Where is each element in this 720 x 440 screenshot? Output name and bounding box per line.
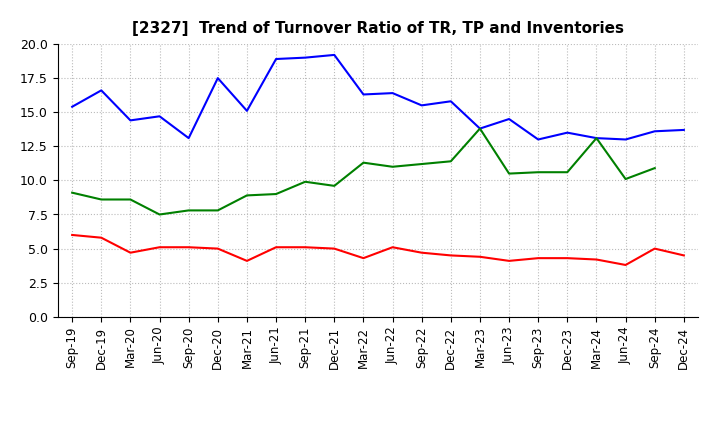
- Inventories: [505, 171, 513, 176]
- Trade Receivables: [301, 245, 310, 250]
- Trade Receivables: [534, 256, 543, 261]
- Trade Receivables: [418, 250, 426, 255]
- Trade Receivables: [359, 256, 368, 261]
- Trade Payables: [97, 88, 106, 93]
- Inventories: [592, 136, 600, 141]
- Legend: Trade Receivables, Trade Payables, Inventories: Trade Receivables, Trade Payables, Inven…: [153, 438, 603, 440]
- Trade Receivables: [680, 253, 688, 258]
- Trade Payables: [271, 56, 280, 62]
- Inventories: [621, 176, 630, 182]
- Line: Trade Receivables: Trade Receivables: [72, 235, 684, 265]
- Inventories: [418, 161, 426, 167]
- Trade Payables: [330, 52, 338, 58]
- Trade Payables: [388, 91, 397, 96]
- Trade Receivables: [97, 235, 106, 240]
- Line: Inventories: Inventories: [72, 128, 654, 214]
- Trade Payables: [534, 137, 543, 142]
- Trade Receivables: [271, 245, 280, 250]
- Trade Receivables: [476, 254, 485, 260]
- Trade Receivables: [446, 253, 455, 258]
- Trade Payables: [476, 126, 485, 131]
- Trade Payables: [621, 137, 630, 142]
- Trade Payables: [126, 118, 135, 123]
- Inventories: [97, 197, 106, 202]
- Trade Receivables: [592, 257, 600, 262]
- Inventories: [650, 165, 659, 171]
- Trade Payables: [156, 114, 164, 119]
- Trade Payables: [446, 99, 455, 104]
- Inventories: [126, 197, 135, 202]
- Title: [2327]  Trend of Turnover Ratio of TR, TP and Inventories: [2327] Trend of Turnover Ratio of TR, TP…: [132, 21, 624, 36]
- Inventories: [388, 164, 397, 169]
- Trade Receivables: [563, 256, 572, 261]
- Trade Payables: [650, 128, 659, 134]
- Inventories: [184, 208, 193, 213]
- Inventories: [476, 126, 485, 131]
- Inventories: [213, 208, 222, 213]
- Line: Trade Payables: Trade Payables: [72, 55, 684, 139]
- Inventories: [156, 212, 164, 217]
- Trade Receivables: [650, 246, 659, 251]
- Trade Payables: [505, 116, 513, 121]
- Trade Receivables: [213, 246, 222, 251]
- Trade Payables: [359, 92, 368, 97]
- Trade Receivables: [156, 245, 164, 250]
- Inventories: [68, 190, 76, 195]
- Trade Receivables: [243, 258, 251, 264]
- Trade Receivables: [126, 250, 135, 255]
- Inventories: [359, 160, 368, 165]
- Trade Receivables: [621, 262, 630, 268]
- Trade Payables: [184, 136, 193, 141]
- Trade Payables: [592, 136, 600, 141]
- Inventories: [271, 191, 280, 197]
- Inventories: [243, 193, 251, 198]
- Trade Receivables: [505, 258, 513, 264]
- Trade Payables: [243, 108, 251, 114]
- Inventories: [330, 183, 338, 188]
- Trade Receivables: [330, 246, 338, 251]
- Trade Payables: [301, 55, 310, 60]
- Trade Payables: [680, 127, 688, 132]
- Trade Payables: [68, 104, 76, 110]
- Trade Payables: [418, 103, 426, 108]
- Trade Receivables: [184, 245, 193, 250]
- Trade Payables: [213, 76, 222, 81]
- Inventories: [563, 169, 572, 175]
- Inventories: [534, 169, 543, 175]
- Trade Payables: [563, 130, 572, 136]
- Trade Receivables: [388, 245, 397, 250]
- Inventories: [301, 179, 310, 184]
- Inventories: [446, 159, 455, 164]
- Trade Receivables: [68, 232, 76, 238]
